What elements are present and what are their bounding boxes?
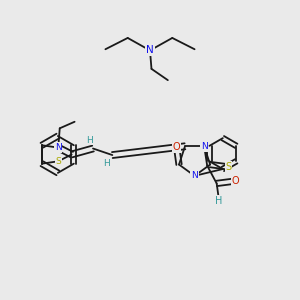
Text: H: H bbox=[215, 196, 223, 206]
Text: N: N bbox=[191, 171, 198, 180]
Text: N: N bbox=[55, 143, 62, 152]
Text: S: S bbox=[226, 162, 232, 172]
Text: O: O bbox=[173, 142, 181, 152]
Text: H: H bbox=[103, 159, 110, 168]
Text: N: N bbox=[201, 142, 208, 151]
Text: N: N bbox=[146, 45, 154, 56]
Text: H: H bbox=[86, 136, 93, 145]
Text: O: O bbox=[231, 176, 239, 186]
Text: S: S bbox=[56, 157, 61, 166]
